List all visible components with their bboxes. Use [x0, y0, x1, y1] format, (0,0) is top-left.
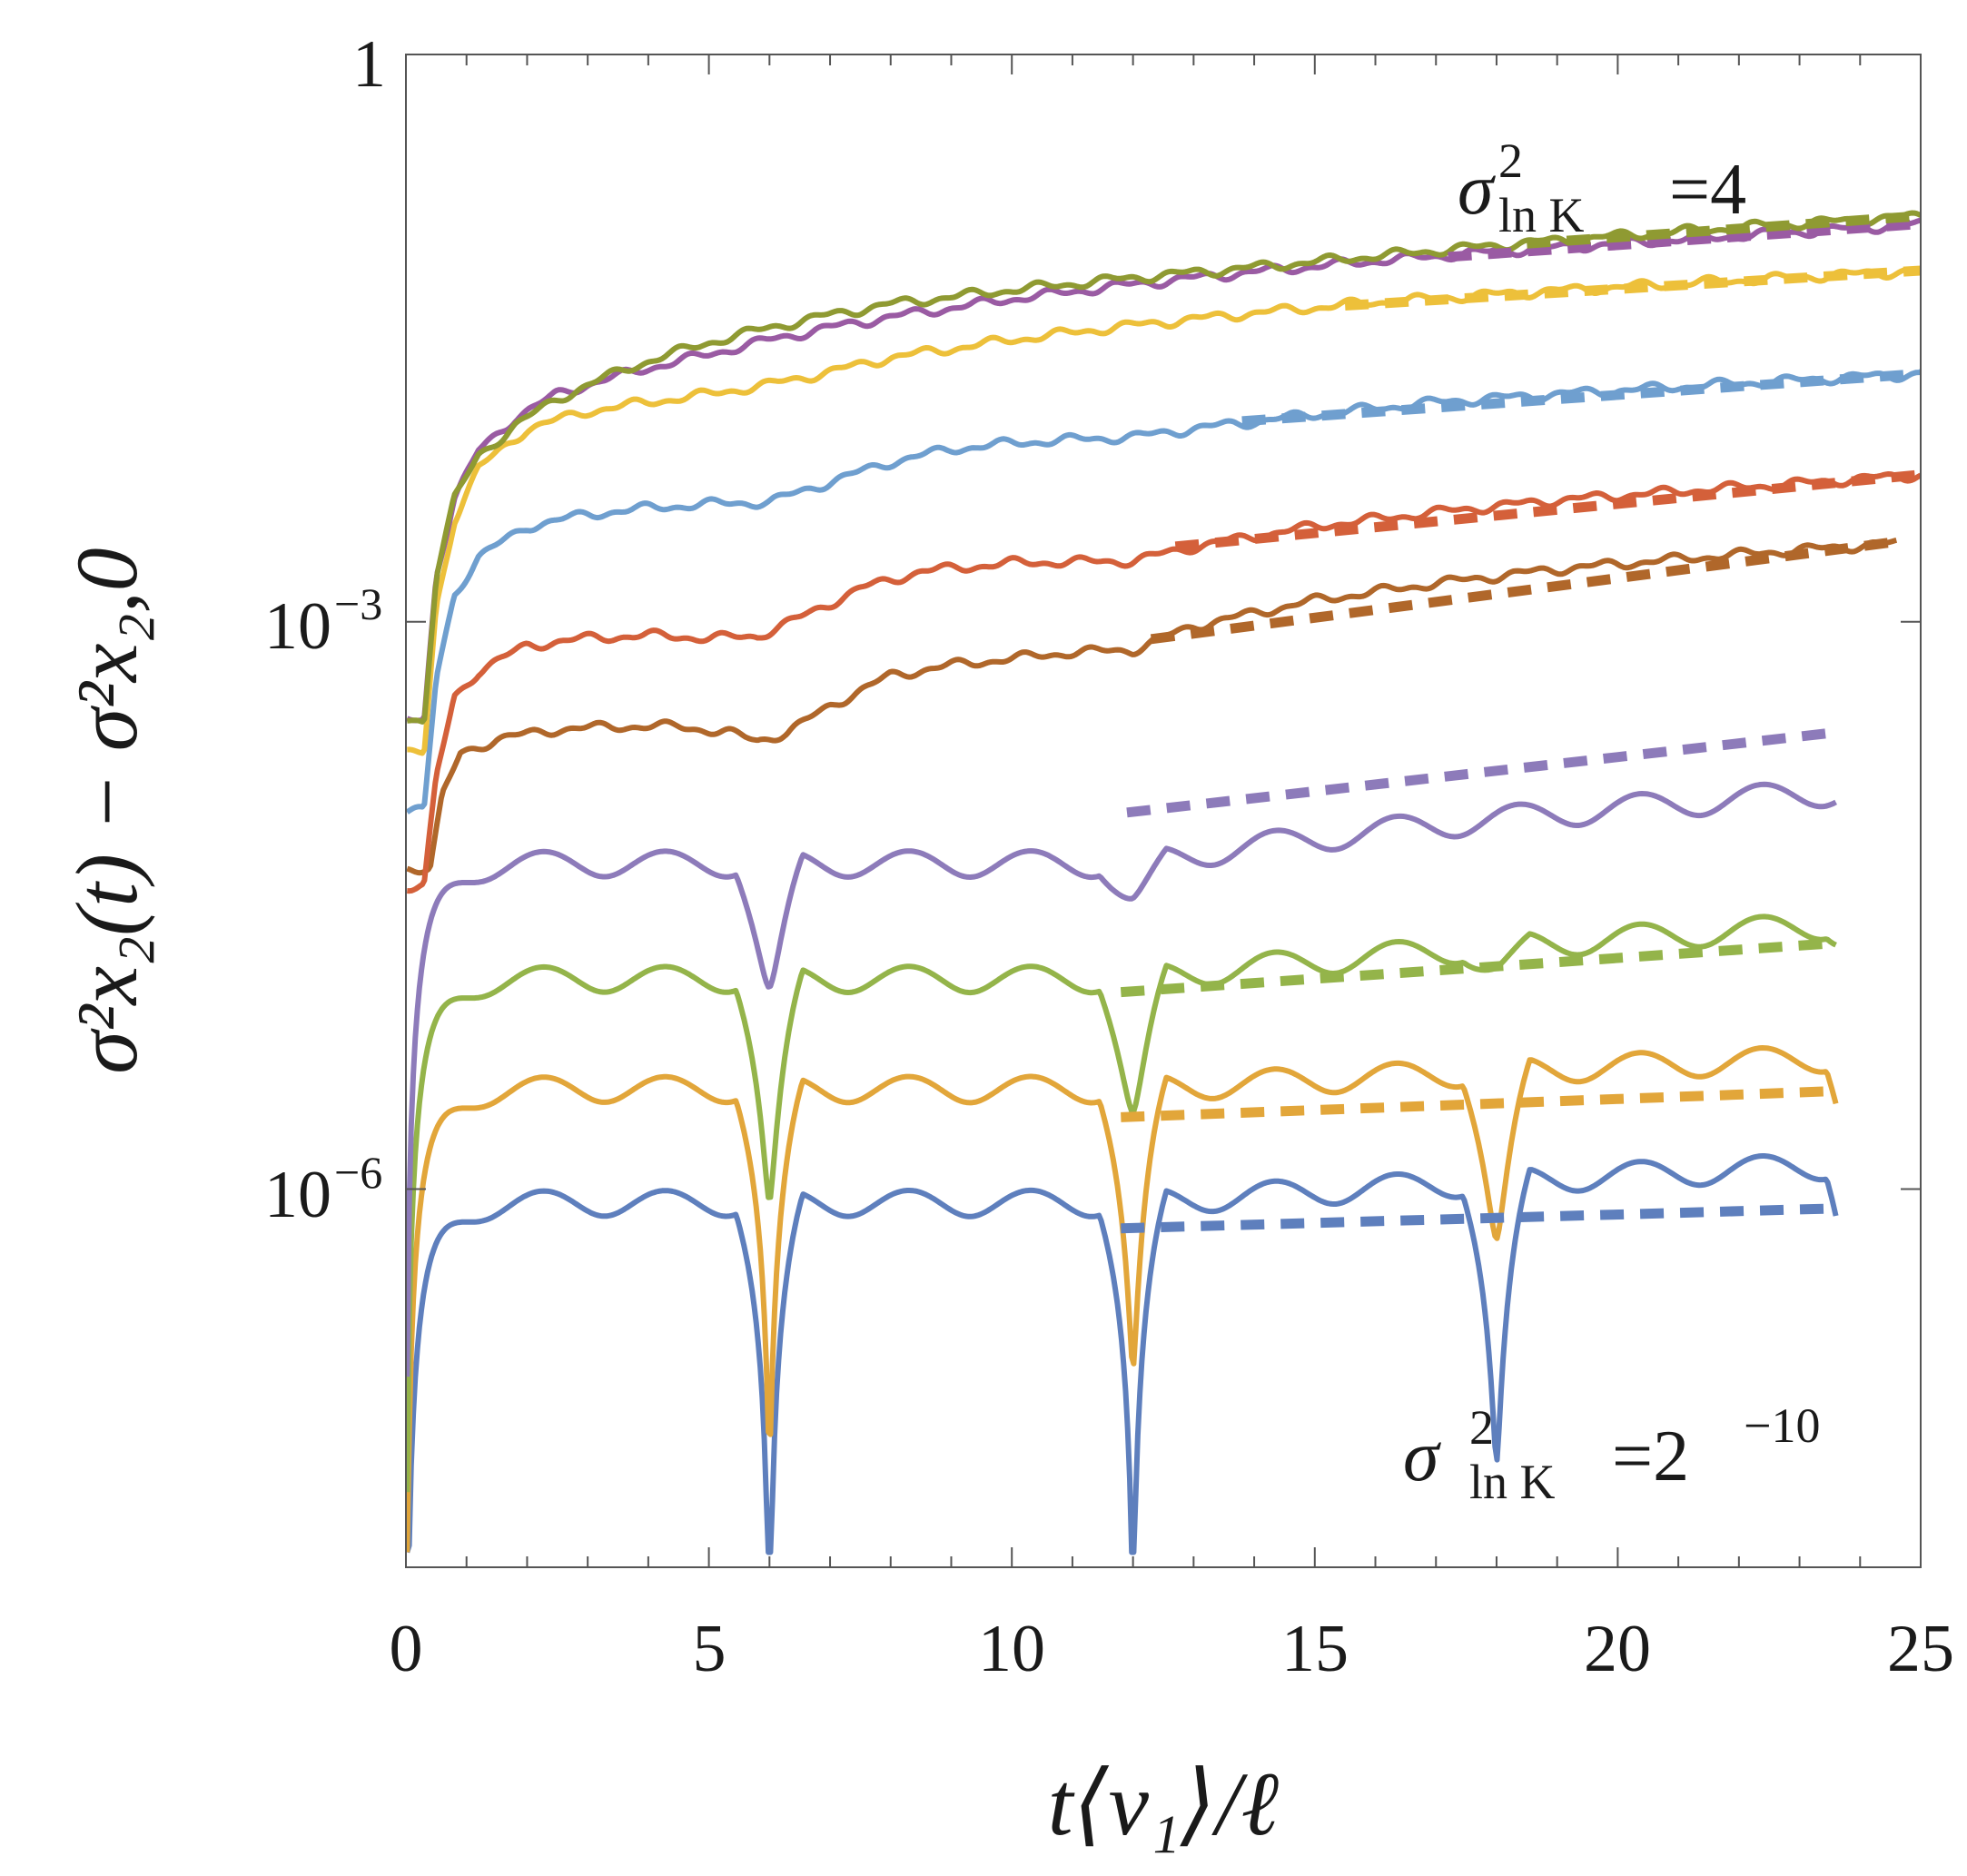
- series-line: [406, 370, 1921, 815]
- svg-text:ln K: ln K: [1469, 1455, 1556, 1509]
- svg-text:=4: =4: [1669, 150, 1746, 230]
- svg-text:=2: =2: [1612, 1417, 1689, 1496]
- xtick-label-10: 10: [978, 1612, 1045, 1686]
- xtick-label-25: 25: [1887, 1612, 1954, 1686]
- series-line: [406, 913, 1837, 1493]
- fit-line: [1174, 469, 1921, 552]
- fit-line: [1150, 537, 1898, 645]
- plot-frame: [405, 54, 1922, 1568]
- svg-text:−10: −10: [1744, 1398, 1820, 1453]
- series-line: [406, 471, 1921, 894]
- xtick-label-15: 15: [1281, 1612, 1349, 1686]
- xtick-label-5: 5: [693, 1612, 727, 1686]
- annotation-bottom: σ 2 ln K =2 −10: [1403, 1398, 1820, 1509]
- ytick-label-1e-6: 10: [264, 1158, 331, 1232]
- series-line: [406, 217, 1921, 724]
- fit-line: [1526, 211, 1921, 249]
- xtick-label-20: 20: [1584, 1612, 1651, 1686]
- ytick-label-1: 1: [352, 27, 386, 102]
- svg-text:2: 2: [1498, 133, 1523, 188]
- series-line: [406, 266, 1921, 756]
- x-axis-label: t⟨v₁⟩/ℓ: [1048, 1753, 1280, 1854]
- svg-text:ln K: ln K: [1498, 188, 1585, 242]
- ytick-exp-1e-6: −6: [334, 1147, 382, 1198]
- ytick-label-1e-3: 10: [264, 589, 331, 664]
- svg-text:σ: σ: [1403, 1417, 1441, 1496]
- series-line: [406, 210, 1921, 725]
- series-line: [406, 1153, 1839, 1555]
- series-line: [406, 781, 1837, 1377]
- y-axis-label: σ²x₂(t) − σ²x₂,0: [58, 548, 155, 1074]
- fit-line: [1344, 265, 1921, 311]
- annotation-top: σ 2 ln K =4: [1458, 133, 1746, 242]
- svg-text:2: 2: [1469, 1400, 1494, 1455]
- ytick-exp-1e-3: −3: [334, 578, 382, 629]
- series-line: [406, 1045, 1839, 1553]
- series-line: [406, 537, 1898, 876]
- fit-line: [1121, 1203, 1836, 1234]
- svg-text:σ: σ: [1458, 150, 1496, 230]
- fit-line: [1241, 369, 1921, 427]
- xtick-label-0: 0: [390, 1612, 423, 1686]
